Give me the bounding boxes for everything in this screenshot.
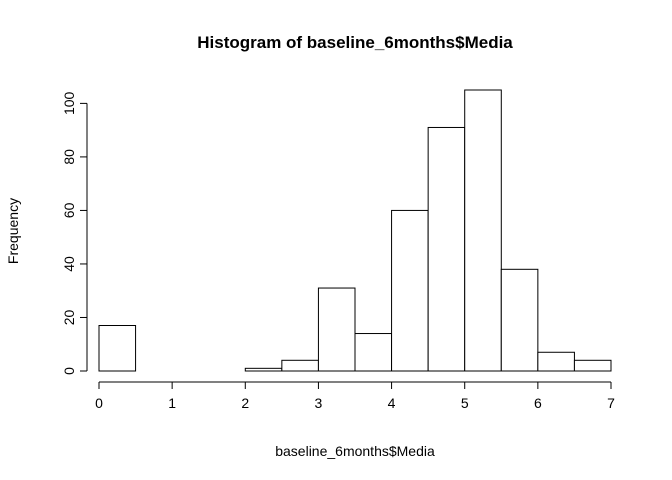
- histogram-bar-5: [281, 359, 319, 372]
- chart-title: Histogram of baseline_6months$Media: [197, 33, 513, 52]
- x-tick-label: 7: [607, 395, 615, 411]
- histogram-bar-12: [537, 351, 575, 372]
- histogram-bar-10: [464, 89, 502, 372]
- histogram-bar-11: [500, 268, 539, 372]
- histogram-bar-8: [391, 209, 429, 372]
- y-tick-label: 0: [61, 367, 77, 375]
- x-axis: 0 1 2 3 4 5 6 7: [95, 381, 615, 411]
- y-tick-label: 60: [61, 202, 77, 218]
- y-tick-label: 40: [61, 256, 77, 272]
- y-axis-label: Frequency: [5, 198, 21, 264]
- x-tick-label: 1: [168, 395, 176, 411]
- y-tick-label: 80: [61, 149, 77, 165]
- x-tick-label: 2: [241, 395, 249, 411]
- x-tick-label: 0: [95, 395, 103, 411]
- bars-group: [98, 89, 612, 372]
- x-axis-label: baseline_6months$Media: [275, 443, 435, 459]
- histogram-bar-9: [427, 126, 466, 372]
- x-tick-label: 5: [461, 395, 469, 411]
- x-tick-label: 4: [388, 395, 396, 411]
- histogram-bar-7: [354, 333, 393, 372]
- histogram-bar-0: [98, 325, 137, 372]
- x-tick-label: 6: [534, 395, 542, 411]
- y-tick-label: 100: [61, 91, 77, 115]
- histogram-bar-4: [244, 367, 283, 372]
- y-tick-label: 20: [61, 309, 77, 325]
- histogram-bar-6: [317, 287, 356, 372]
- histogram-bar-13: [573, 359, 612, 372]
- y-axis: 0 20 40 60 80 100: [61, 91, 88, 375]
- x-tick-label: 3: [315, 395, 323, 411]
